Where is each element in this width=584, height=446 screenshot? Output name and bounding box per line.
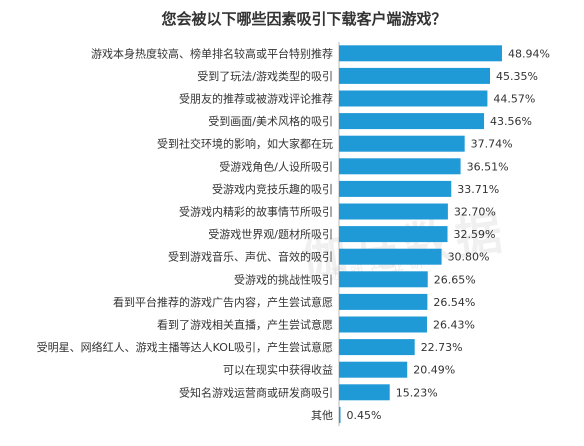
bar — [339, 271, 428, 288]
bar — [339, 67, 491, 84]
value-label: 20.49% — [413, 364, 455, 377]
value-label: 43.56% — [490, 115, 532, 128]
value-label: 15.23% — [396, 386, 438, 399]
category-label: 受到社交环境的影响，如大家都在玩 — [157, 137, 333, 151]
bar — [339, 248, 442, 265]
bar — [339, 135, 465, 152]
bar — [339, 45, 502, 62]
value-label: 33.71% — [457, 183, 499, 196]
bar — [339, 158, 461, 175]
bar — [339, 226, 448, 243]
bar — [339, 406, 341, 423]
value-label: 32.70% — [454, 206, 496, 219]
category-label: 受朋友的推荐或被游戏评论推荐 — [179, 92, 333, 106]
value-label: 45.35% — [496, 70, 538, 83]
category-label: 受到画面/美术风格的吸引 — [208, 114, 333, 128]
bar — [339, 316, 428, 333]
category-label: 受游戏内精彩的故事情节所吸引 — [179, 205, 333, 219]
value-label: 36.51% — [467, 160, 509, 173]
value-label: 48.94% — [508, 47, 550, 60]
value-label: 26.43% — [433, 319, 475, 332]
category-label: 受游戏角色/人设所吸引 — [219, 159, 333, 173]
category-label: 游戏本身热度较高、榜单排名较高或平台特别推荐 — [91, 46, 333, 60]
category-label: 受到了玩法/游戏类型的吸引 — [197, 69, 333, 83]
chart-title: 您会被以下哪些因素吸引下载客户端游戏？ — [161, 10, 447, 28]
value-label: 26.65% — [434, 273, 476, 286]
category-label: 受游戏的挑战性吸引 — [234, 272, 333, 286]
bar — [339, 361, 408, 378]
category-label: 看到平台推荐的游戏广告内容，产生尝试意愿 — [113, 295, 333, 309]
value-label: 0.45% — [346, 409, 381, 422]
bar — [339, 90, 488, 107]
bar — [339, 203, 448, 220]
category-label: 受知名游戏运营商或研发商吸引 — [179, 385, 333, 399]
category-label: 看到了游戏相关直播，产生尝试意愿 — [157, 318, 333, 332]
category-label: 可以在现实中获得收益 — [223, 363, 333, 377]
category-label: 其他 — [311, 409, 333, 422]
category-label: 受到游戏音乐、声优、音效的吸引 — [168, 250, 333, 264]
value-label: 26.54% — [433, 296, 475, 309]
bar — [339, 339, 415, 356]
category-label: 受游戏世界观/题材所吸引 — [208, 227, 333, 241]
bar — [339, 384, 390, 401]
category-label: 受明星、网络红人、游戏主播等达人KOL吸引，产生尝试意愿 — [37, 340, 333, 354]
category-label: 受游戏内竞技乐趣的吸引 — [212, 182, 333, 196]
value-label: 44.57% — [493, 93, 535, 106]
bar — [339, 180, 452, 197]
value-label: 32.59% — [454, 228, 496, 241]
value-label: 22.73% — [421, 341, 463, 354]
bar — [339, 113, 485, 130]
bar — [339, 293, 428, 310]
value-label: 37.74% — [471, 138, 513, 151]
value-label: 30.80% — [448, 251, 490, 264]
